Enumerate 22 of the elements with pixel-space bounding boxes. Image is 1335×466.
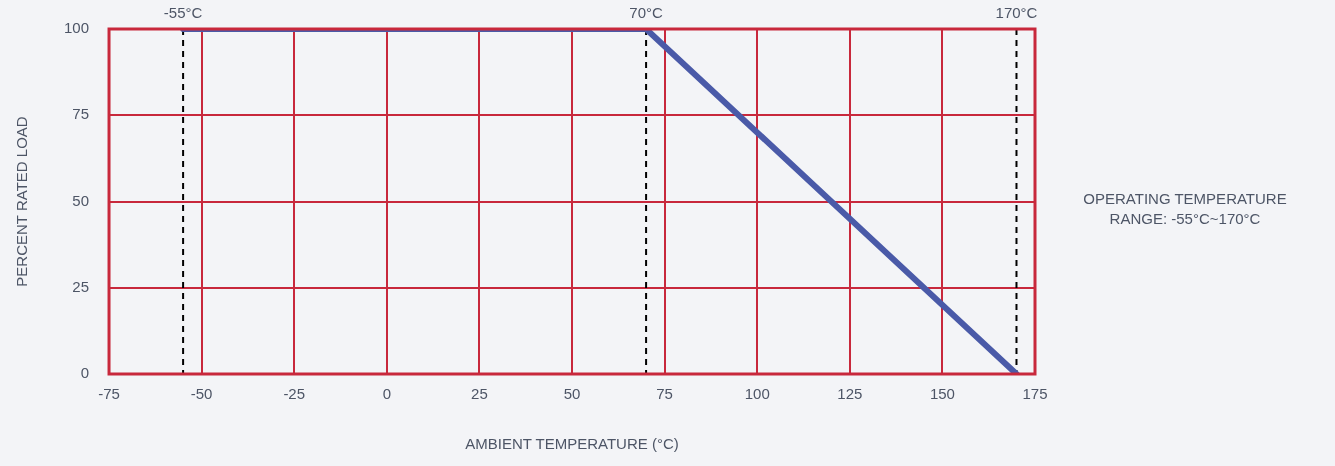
ref-line-label: 170°C xyxy=(995,3,1038,21)
text: OPERATING TEMPERATURE RANGE: -55°C~170°C xyxy=(1083,190,1287,228)
x-tick-label: -75 xyxy=(98,385,120,403)
y-tick-label: 75 xyxy=(72,105,90,123)
x-tick-label: 50 xyxy=(563,385,581,403)
x-tick-label: 175 xyxy=(1022,385,1048,403)
ref-line-label: -55°C xyxy=(163,3,203,21)
y-axis-title: PERCENT RATED LOAD xyxy=(13,116,31,287)
x-tick-label: 125 xyxy=(837,385,863,403)
y-tick-label: 50 xyxy=(72,191,90,209)
x-tick-label: 0 xyxy=(382,385,391,403)
ref-line-label: 70°C xyxy=(629,3,664,21)
x-tick-label: 150 xyxy=(929,385,955,403)
x-tick-label: -25 xyxy=(283,385,306,403)
x-tick-label: 25 xyxy=(471,385,488,403)
y-tick-label: 0 xyxy=(80,364,90,382)
x-tick-label: 75 xyxy=(656,385,673,403)
x-tick-label: 100 xyxy=(744,385,770,403)
y-tick-label: 25 xyxy=(72,277,90,295)
x-tick-label: -50 xyxy=(190,385,213,403)
y-tick-label: 100 xyxy=(64,19,90,37)
x-axis-title: AMBIENT TEMPERATURE (°C) xyxy=(465,435,679,453)
